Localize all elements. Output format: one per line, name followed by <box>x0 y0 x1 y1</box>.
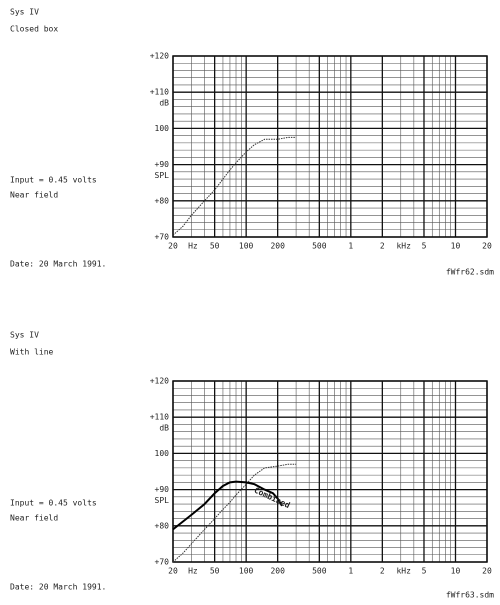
x-tick-label: 20 <box>482 242 492 251</box>
plot-frame <box>172 380 488 563</box>
x-tick-label: 20 <box>482 567 492 576</box>
x-tick-label: 1 <box>348 567 353 576</box>
annotation: Date: 20 March 1991. <box>10 260 106 269</box>
annotation: Input = 0.45 volts <box>10 176 97 185</box>
plot-frame <box>172 55 488 238</box>
x-tick-label: 20 <box>168 567 178 576</box>
subtitle: Closed box <box>10 25 58 34</box>
y-tick-label: +90 <box>155 485 170 494</box>
x-tick-label: 1 <box>348 242 353 251</box>
y-axis-label: SPL <box>155 171 170 180</box>
annotation: Date: 20 March 1991. <box>10 583 106 592</box>
y-axis-label: dB <box>159 99 169 108</box>
y-tick-label: +80 <box>155 521 170 530</box>
annotation: Near field <box>10 191 58 200</box>
y-tick-label: +120 <box>150 377 169 386</box>
y-tick-label: +90 <box>155 160 170 169</box>
series-line <box>172 480 283 531</box>
title: Sys IV <box>10 331 39 340</box>
x-tick-label: 100 <box>239 242 254 251</box>
y-tick-label: +120 <box>150 52 169 61</box>
footer: fWfr62.sdm <box>446 268 494 277</box>
y-tick-label: 100 <box>155 449 170 458</box>
y-axis-label: SPL <box>155 496 170 505</box>
x-tick-label: 5 <box>422 242 427 251</box>
x-tick-label: 500 <box>312 567 327 576</box>
x-tick-label: 5 <box>422 567 427 576</box>
series-label: Combined <box>253 485 292 510</box>
annotation: Near field <box>10 514 58 523</box>
x-tick-label: 50 <box>210 242 220 251</box>
x-tick-label: 50 <box>210 567 220 576</box>
y-axis-label: dB <box>159 424 169 433</box>
x-tick-label: 200 <box>270 567 285 576</box>
series-line <box>172 136 297 236</box>
x-tick-label: 2 <box>380 242 385 251</box>
series-line <box>172 463 297 563</box>
y-tick-label: +70 <box>155 558 170 567</box>
x-tick-label: 10 <box>451 242 461 251</box>
x-tick-label: 100 <box>239 567 254 576</box>
x-unit-label: kHz <box>396 567 411 576</box>
x-tick-label: 10 <box>451 567 461 576</box>
y-tick-label: +110 <box>150 413 169 422</box>
title: Sys IV <box>10 8 39 17</box>
y-tick-label: +70 <box>155 233 170 242</box>
x-unit-label: Hz <box>188 242 198 251</box>
footer: fWfr63.sdm <box>446 591 494 600</box>
y-tick-label: 100 <box>155 124 170 133</box>
x-unit-label: Hz <box>188 567 198 576</box>
x-tick-label: 2 <box>380 567 385 576</box>
subtitle: With line <box>10 348 54 357</box>
y-tick-label: +110 <box>150 88 169 97</box>
x-tick-label: 20 <box>168 242 178 251</box>
x-tick-label: 200 <box>270 242 285 251</box>
y-tick-label: +80 <box>155 196 170 205</box>
annotation: Input = 0.45 volts <box>10 499 97 508</box>
x-tick-label: 500 <box>312 242 327 251</box>
x-unit-label: kHz <box>396 242 411 251</box>
